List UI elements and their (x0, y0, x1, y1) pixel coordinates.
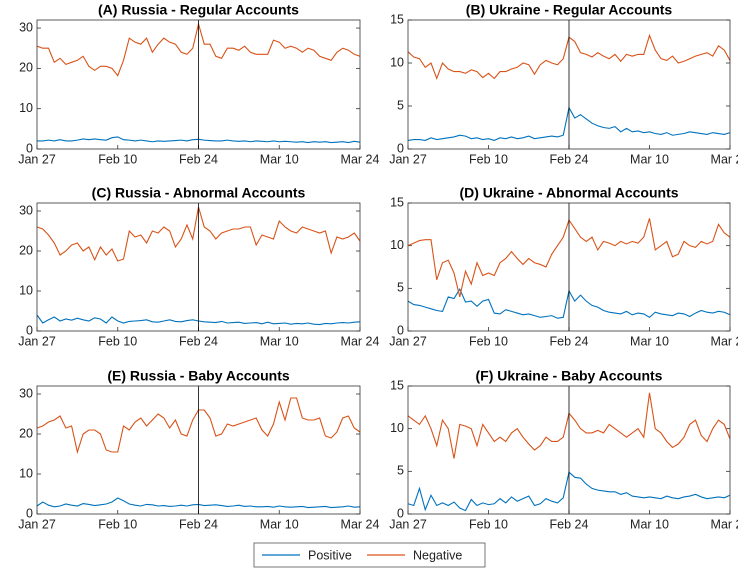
axes-box (36, 19, 361, 150)
y-tick-label: 0 (397, 323, 404, 337)
y-tick-label: 5 (397, 281, 404, 295)
x-tick-label: Mar 10 (260, 334, 299, 348)
x-tick-label: Feb 10 (98, 334, 137, 348)
subplot: (A) Russia - Regular Accounts 0 10 20 30 Jan … (18, 2, 379, 167)
y-tick-label: 5 (397, 464, 404, 478)
axes-box (36, 385, 361, 515)
x-tick-label: Mar 10 (630, 334, 669, 348)
legend: Positive Negative (253, 542, 486, 568)
x-tick-label: Feb 10 (98, 152, 137, 166)
x-tick-label: Jan 27 (389, 334, 427, 348)
y-tick-label: 20 (19, 243, 33, 257)
y-tick-label: 15 (390, 12, 404, 26)
x-tick-label: Jan 27 (389, 152, 427, 166)
y-tick-label: 5 (397, 98, 404, 112)
y-tick-label: 15 (390, 195, 404, 209)
legend-label: Negative (413, 548, 462, 562)
x-tick-label: Mar 24 (711, 517, 738, 531)
x-tick-label: Feb 10 (469, 517, 508, 531)
x-tick-label: Feb 10 (469, 334, 508, 348)
x-tick-label: Jan 27 (18, 334, 56, 348)
legend-label: Positive (308, 548, 352, 562)
y-tick-label: 0 (397, 141, 404, 155)
x-tick-label: Mar 10 (630, 517, 669, 531)
x-tick-label: Mar 10 (630, 152, 669, 166)
x-tick-label: Feb 24 (179, 152, 218, 166)
subplot-title: (D) Ukraine - Abnormal Accounts (459, 185, 678, 201)
subplot-title: (A) Russia - Regular Accounts (98, 2, 299, 18)
y-tick-label: 0 (397, 506, 404, 520)
x-tick-label: Mar 24 (711, 152, 738, 166)
y-tick-label: 0 (26, 506, 33, 520)
x-tick-label: Mar 10 (260, 152, 299, 166)
x-tick-label: Feb 24 (550, 517, 589, 531)
x-tick-label: Mar 10 (260, 517, 299, 531)
y-tick-label: 30 (19, 203, 33, 217)
axes-box (407, 202, 731, 332)
y-tick-label: 10 (19, 283, 33, 297)
y-tick-label: 30 (19, 386, 33, 400)
y-tick-label: 10 (19, 466, 33, 480)
x-tick-label: Feb 10 (469, 152, 508, 166)
x-tick-label: Feb 10 (98, 517, 137, 531)
y-tick-label: 20 (19, 426, 33, 440)
axes-box (36, 202, 361, 332)
x-tick-label: Feb 24 (550, 334, 589, 348)
x-tick-label: Feb 24 (179, 334, 218, 348)
x-tick-label: Feb 24 (179, 517, 218, 531)
subplot-title: (F) Ukraine - Baby Accounts (476, 368, 663, 384)
y-tick-label: 10 (390, 238, 404, 252)
x-tick-label: Jan 27 (389, 517, 427, 531)
x-tick-label: Mar 24 (341, 152, 380, 166)
subplot: (B) Ukraine - Regular Accounts 0 5 10 15 Jan … (389, 2, 738, 167)
x-tick-label: Mar 24 (711, 334, 738, 348)
y-tick-label: 20 (19, 61, 33, 75)
subplot: (F) Ukraine - Baby Accounts 0 5 10 15 Jan 27 F… (389, 368, 738, 532)
subplot-title: (B) Ukraine - Regular Accounts (466, 2, 673, 18)
subplot: (C) Russia - Abnormal Accounts 0 10 20 30 Jan… (18, 185, 379, 349)
axes-box (407, 385, 731, 515)
y-tick-label: 10 (390, 421, 404, 435)
x-tick-label: Mar 24 (341, 517, 380, 531)
subplot-title: (C) Russia - Abnormal Accounts (92, 185, 306, 201)
x-tick-label: Feb 24 (550, 152, 589, 166)
x-tick-label: Mar 24 (341, 334, 380, 348)
subplot-title: (E) Russia - Baby Accounts (107, 368, 290, 384)
x-tick-label: Jan 27 (18, 152, 56, 166)
x-tick-label: Jan 27 (18, 517, 56, 531)
subplot: (E) Russia - Baby Accounts 0 10 20 30 Jan 27 F… (18, 368, 379, 532)
y-tick-label: 0 (26, 323, 33, 337)
y-tick-label: 15 (390, 378, 404, 392)
axes-box (407, 19, 731, 150)
subplot: (D) Ukraine - Abnormal Accounts 0 5 10 15 Jan… (389, 185, 738, 349)
y-tick-label: 30 (19, 20, 33, 34)
y-tick-label: 0 (26, 141, 33, 155)
y-tick-label: 10 (19, 101, 33, 115)
y-tick-label: 10 (390, 55, 404, 69)
